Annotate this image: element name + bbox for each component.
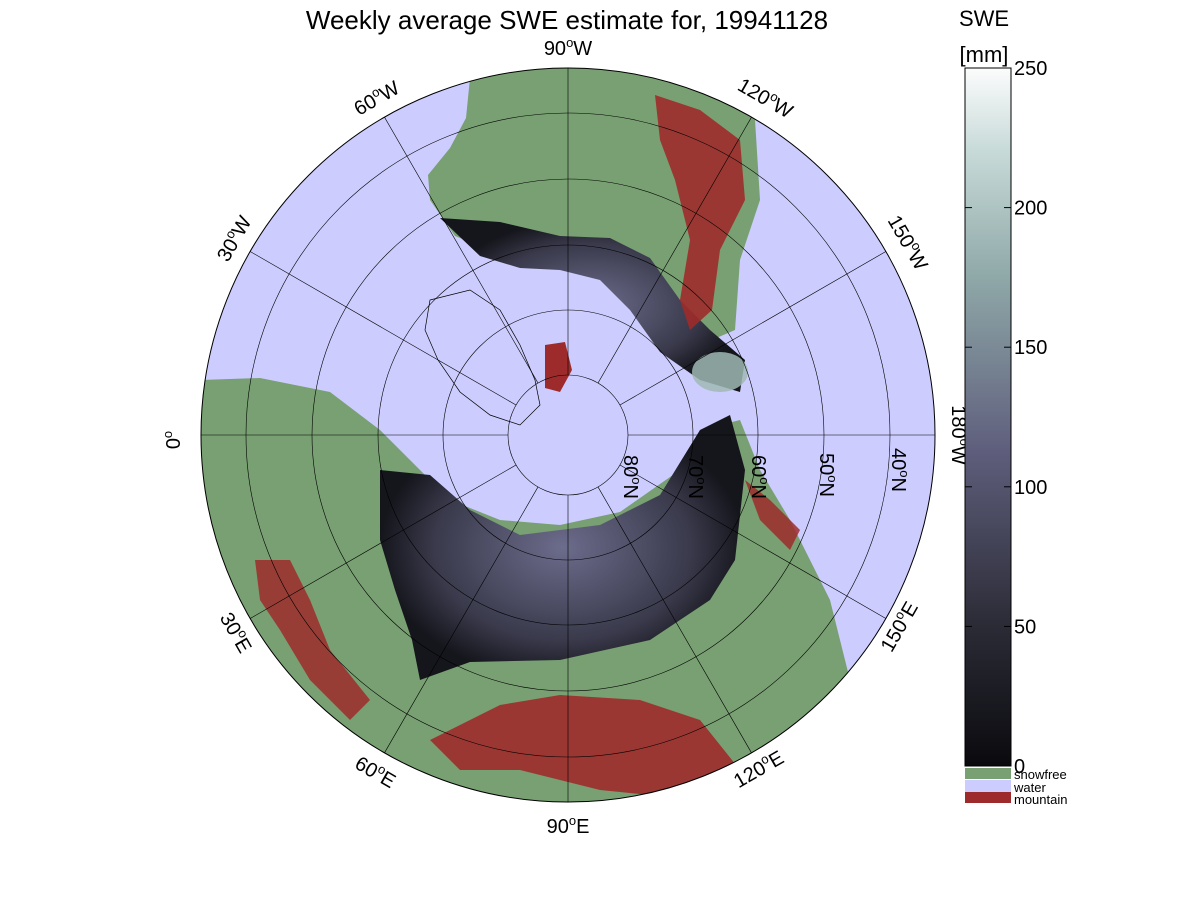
colorbar-tick-label: 150 bbox=[1014, 337, 1047, 359]
meridian-line bbox=[384, 117, 539, 384]
legend-swatch-snowfree bbox=[965, 768, 1011, 779]
mountain-central-asia bbox=[430, 695, 740, 800]
legend-label-mountain: mountain bbox=[1014, 792, 1067, 807]
snow-cover-eurasia bbox=[380, 415, 745, 680]
colorbar-ticks: 0 50 100 150 200 250 bbox=[965, 58, 1047, 778]
meridian-label-0: 0o bbox=[160, 431, 185, 449]
meridian-line bbox=[384, 486, 539, 753]
meridian-line bbox=[619, 464, 886, 619]
parallel-label-50n: 50oN bbox=[815, 453, 840, 497]
colorbar-tick-label: 0 bbox=[1014, 756, 1025, 778]
parallel-label-60n: 60oN bbox=[747, 455, 772, 499]
mountain-greenland-east bbox=[545, 342, 572, 392]
colorbar-tick-label: 250 bbox=[1014, 58, 1047, 80]
meridian-label-90w: 90oW bbox=[544, 35, 592, 60]
mountain-europe bbox=[255, 560, 370, 720]
meridian-line bbox=[250, 251, 517, 406]
parallel-label-70n: 70oN bbox=[684, 455, 709, 499]
swe-colorbar: SWE [mm] 0 50 100 150 200 250 bbox=[959, 6, 1047, 778]
parallel-label-40n: 40oN bbox=[887, 448, 912, 492]
meridian-line bbox=[250, 464, 517, 619]
meridian-line bbox=[597, 486, 752, 753]
colorbar-title: SWE bbox=[959, 6, 1009, 31]
colorbar-tick-label: 100 bbox=[1014, 477, 1047, 499]
polar-map bbox=[200, 67, 936, 803]
snow-cover-north-america bbox=[440, 218, 745, 392]
meridian-line bbox=[597, 117, 752, 384]
landmass-greenland bbox=[424, 289, 541, 426]
colorbar-tick-label: 200 bbox=[1014, 198, 1047, 220]
colorbar-tick-label: 50 bbox=[1014, 616, 1036, 638]
colorbar-unit: [mm] bbox=[960, 42, 1009, 67]
legend-swatch-water bbox=[965, 780, 1011, 792]
mountain-east-siberia bbox=[745, 480, 800, 550]
category-legend: snowfree water mountain bbox=[965, 767, 1067, 807]
high-swe-alaska bbox=[692, 352, 748, 392]
map-title: Weekly average SWE estimate for, 1994112… bbox=[306, 5, 828, 35]
legend-label-water: water bbox=[1013, 780, 1046, 795]
parallel-label-80n: 80oN bbox=[619, 455, 644, 499]
legend-label-snowfree: snowfree bbox=[1014, 767, 1067, 782]
colorbar-gradient bbox=[964, 67, 1012, 767]
parallel-labels: 80oN 70oN 60oN 50oN 40oN bbox=[619, 448, 912, 499]
map-border bbox=[200, 67, 936, 803]
legend-swatch-mountain bbox=[965, 792, 1011, 803]
meridian-label-90e: 90oE bbox=[547, 813, 590, 838]
mountain-rockies bbox=[655, 95, 745, 330]
meridian-line bbox=[619, 251, 886, 406]
graticule bbox=[201, 68, 935, 802]
